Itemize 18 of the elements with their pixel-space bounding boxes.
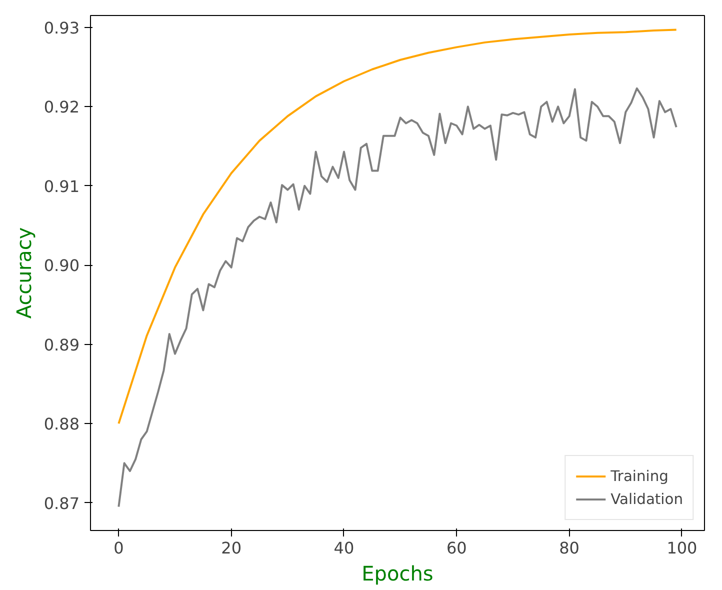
line-series [118,28,678,425]
legend-label: Validation [610,490,683,508]
legend-label: Training [610,468,668,484]
x-tick-label: 20 [221,538,242,558]
y-tick-label: 0.91 [44,176,80,196]
x-tick-label: 0 [114,538,124,558]
y-tick-label: 0.93 [44,18,80,38]
y-tick-label: 0.88 [44,414,80,434]
x-tick-label: 80 [559,538,580,558]
y-tick-label: 0.87 [44,494,80,513]
y-tick-label: 0.92 [44,98,80,117]
y-tick-label: 0.89 [44,335,80,354]
x-axis-title: Epochs [362,562,434,586]
y-axis-title: Accuracy [12,227,36,319]
x-tick-label: 60 [446,538,467,558]
x-tick-label: 40 [334,538,354,558]
x-tick-label: 100 [666,538,698,558]
y-tick-label: 0.90 [44,256,80,276]
